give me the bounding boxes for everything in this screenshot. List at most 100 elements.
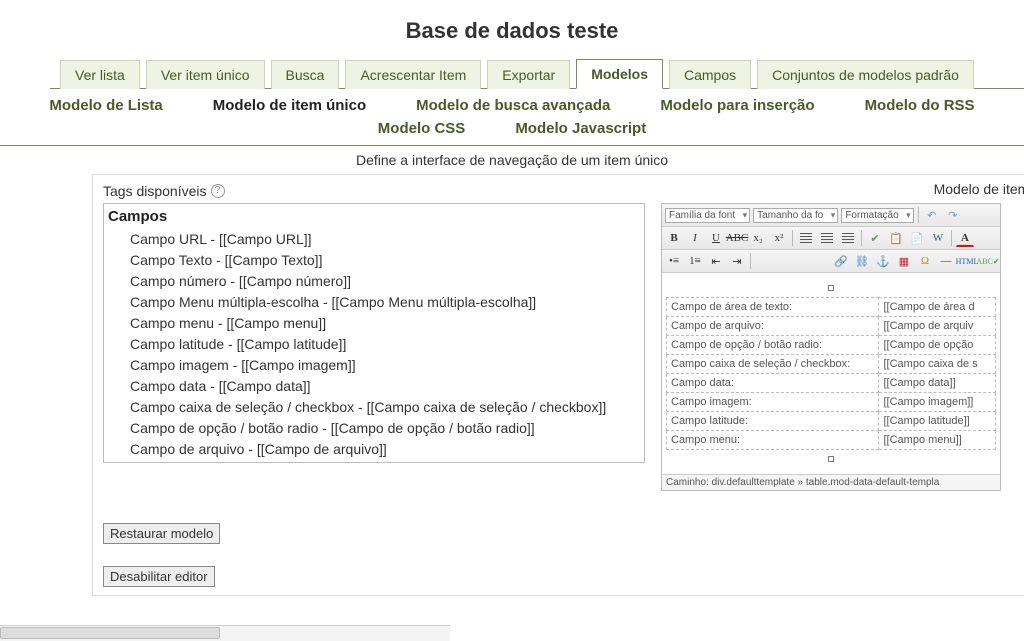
- tags-listbox[interactable]: Campos Campo URL - [[Campo URL]]Campo Te…: [103, 203, 645, 463]
- font-family-dropdown[interactable]: Família da font: [665, 208, 750, 223]
- clean-icon[interactable]: ✔: [866, 229, 884, 247]
- page-title: Base de dados teste: [0, 0, 1024, 58]
- tag-item[interactable]: Campo número - [[Campo número]]: [108, 271, 640, 292]
- tabs-primary: Ver listaVer item únicoBuscaAcrescentar …: [50, 58, 1024, 89]
- link-icon[interactable]: 🔗: [832, 252, 850, 270]
- table-row: Campo imagem:[[Campo imagem]]: [667, 393, 996, 412]
- indent-icon[interactable]: ⇥: [728, 252, 746, 270]
- bullet-list-icon[interactable]: •≡: [665, 252, 683, 270]
- editor-path-bar: Caminho: div.defaulttemplate » table.mod…: [662, 474, 1000, 490]
- tag-item[interactable]: Campo data - [[Campo data]]: [108, 376, 640, 397]
- separator: [750, 253, 751, 269]
- table-row: Campo de área de texto:[[Campo de área d: [667, 298, 996, 317]
- field-value: [[Campo de área d: [879, 298, 996, 317]
- field-value: [[Campo latitude]]: [879, 412, 996, 431]
- field-value: [[Campo imagem]]: [879, 393, 996, 412]
- tag-item[interactable]: Campo caixa de seleção / checkbox - [[Ca…: [108, 397, 640, 418]
- field-label: Campo de área de texto:: [667, 298, 879, 317]
- table-row: Campo de opção / botão radio:[[Campo de …: [667, 336, 996, 355]
- paste-icon[interactable]: 📋: [887, 229, 905, 247]
- tab-modelos[interactable]: Modelos: [576, 59, 663, 89]
- editor-toolbar-row3: •≡ 1≡ ⇤ ⇥ 🔗 ⛓ ⚓ ▦ Ω — HTML ABC✔: [662, 250, 1000, 273]
- font-size-dropdown[interactable]: Tamanho da fo: [753, 208, 838, 223]
- subtab-modelo-do-rss[interactable]: Modelo do RSS: [865, 97, 975, 114]
- align-left-icon[interactable]: [797, 229, 815, 247]
- subtab-modelo-de-busca-avançada[interactable]: Modelo de busca avançada: [416, 97, 610, 114]
- unlink-icon[interactable]: ⛓: [853, 252, 871, 270]
- tag-item[interactable]: Campo Menu múltipla-escolha - [[Campo Me…: [108, 292, 640, 313]
- tag-item[interactable]: Campo URL - [[Campo URL]]: [108, 229, 640, 250]
- anchor-icon[interactable]: ⚓: [874, 252, 892, 270]
- rule-icon[interactable]: —: [937, 252, 955, 270]
- undo-icon[interactable]: ↶: [923, 206, 941, 224]
- tag-item[interactable]: Campo Texto - [[Campo Texto]]: [108, 250, 640, 271]
- tab-campos[interactable]: Campos: [669, 60, 751, 89]
- disable-editor-button[interactable]: Desabilitar editor: [103, 566, 215, 587]
- align-right-icon[interactable]: [839, 229, 857, 247]
- redo-icon[interactable]: ↷: [944, 206, 962, 224]
- table-row: Campo caixa de seleção / checkbox:[[Camp…: [667, 355, 996, 374]
- left-panel: Tags disponíveis ? Campos Campo URL - [[…: [93, 175, 653, 595]
- subtab-modelo-css[interactable]: Modelo CSS: [378, 120, 466, 137]
- separator: [861, 230, 862, 246]
- tab-ver-lista[interactable]: Ver lista: [60, 60, 140, 89]
- restore-template-button[interactable]: Restaurar modelo: [103, 523, 220, 544]
- table-row: Campo data:[[Campo data]]: [667, 374, 996, 393]
- tab-acrescentar-item[interactable]: Acrescentar Item: [345, 60, 481, 89]
- tag-item[interactable]: Campo de arquivo - [[Campo de arquivo]]: [108, 439, 640, 460]
- subtab-modelo-de-item-único[interactable]: Modelo de item único: [213, 97, 366, 114]
- horizontal-scrollbar[interactable]: [0, 625, 450, 641]
- italic-icon[interactable]: I: [686, 229, 704, 247]
- tab-conjuntos-de-modelos-padrão[interactable]: Conjuntos de modelos padrão: [757, 60, 974, 89]
- bold-icon[interactable]: B: [665, 229, 683, 247]
- template-table: Campo de área de texto:[[Campo de área d…: [666, 279, 996, 468]
- align-center-icon[interactable]: [818, 229, 836, 247]
- separator: [951, 230, 952, 246]
- tag-item[interactable]: Campo de opção / botão radio - [[Campo d…: [108, 418, 640, 439]
- field-label: Campo de opção / botão radio:: [667, 336, 879, 355]
- subtab-modelo-para-inserção[interactable]: Modelo para inserção: [660, 97, 814, 114]
- strike-icon[interactable]: ABC: [728, 229, 746, 247]
- superscript-icon[interactable]: x²: [770, 229, 788, 247]
- content-wrap: Tags disponíveis ? Campos Campo URL - [[…: [92, 174, 1024, 596]
- field-value: [[Campo de opção: [879, 336, 996, 355]
- help-icon[interactable]: ?: [211, 184, 225, 198]
- right-panel: Modelo de item ú Família da font Tamanho…: [653, 175, 1024, 491]
- subscript-icon[interactable]: x₂: [749, 229, 767, 247]
- field-value: [[Campo data]]: [879, 374, 996, 393]
- tab-exportar[interactable]: Exportar: [487, 60, 570, 89]
- table-row: Campo latitude:[[Campo latitude]]: [667, 412, 996, 431]
- separator: [792, 230, 793, 246]
- editor-content[interactable]: Campo de área de texto:[[Campo de área d…: [662, 273, 1000, 474]
- separator: [918, 207, 919, 223]
- resize-handle-icon[interactable]: [828, 285, 834, 291]
- html-icon[interactable]: HTML: [958, 252, 976, 270]
- spellcheck-icon[interactable]: ABC✔: [979, 252, 997, 270]
- tag-item[interactable]: Campo latitude - [[Campo latitude]]: [108, 334, 640, 355]
- subtab-modelo-de-lista[interactable]: Modelo de Lista: [49, 97, 162, 114]
- tag-item[interactable]: Campo imagem - [[Campo imagem]]: [108, 355, 640, 376]
- subtab-modelo-javascript[interactable]: Modelo Javascript: [515, 120, 646, 137]
- tab-ver-item-único[interactable]: Ver item único: [146, 60, 265, 89]
- format-dropdown[interactable]: Formatação: [841, 208, 913, 223]
- tags-heading: Campos: [108, 206, 640, 229]
- text-color-icon[interactable]: A: [956, 229, 974, 247]
- number-list-icon[interactable]: 1≡: [686, 252, 704, 270]
- image-icon[interactable]: ▦: [895, 252, 913, 270]
- tags-label: Tags disponíveis ?: [103, 181, 645, 203]
- omega-icon[interactable]: Ω: [916, 252, 934, 270]
- editor-toolbar-row2: B I U ABC x₂ x² ✔ 📋 📄 W A: [662, 227, 1000, 250]
- resize-handle-icon[interactable]: [828, 456, 834, 462]
- tabs-secondary: Modelo de Lista Modelo de item único Model…: [0, 89, 1024, 146]
- underline-icon[interactable]: U: [707, 229, 725, 247]
- outdent-icon[interactable]: ⇤: [707, 252, 725, 270]
- paste-word-icon[interactable]: W: [929, 229, 947, 247]
- field-label: Campo imagem:: [667, 393, 879, 412]
- field-label: Campo latitude:: [667, 412, 879, 431]
- rich-text-editor: Família da font Tamanho da fo Formatação…: [661, 203, 1001, 491]
- tab-busca[interactable]: Busca: [271, 60, 340, 89]
- field-value: [[Campo caixa de s: [879, 355, 996, 374]
- tag-item[interactable]: Campo menu - [[Campo menu]]: [108, 313, 640, 334]
- paste-text-icon[interactable]: 📄: [908, 229, 926, 247]
- field-label: Campo caixa de seleção / checkbox:: [667, 355, 879, 374]
